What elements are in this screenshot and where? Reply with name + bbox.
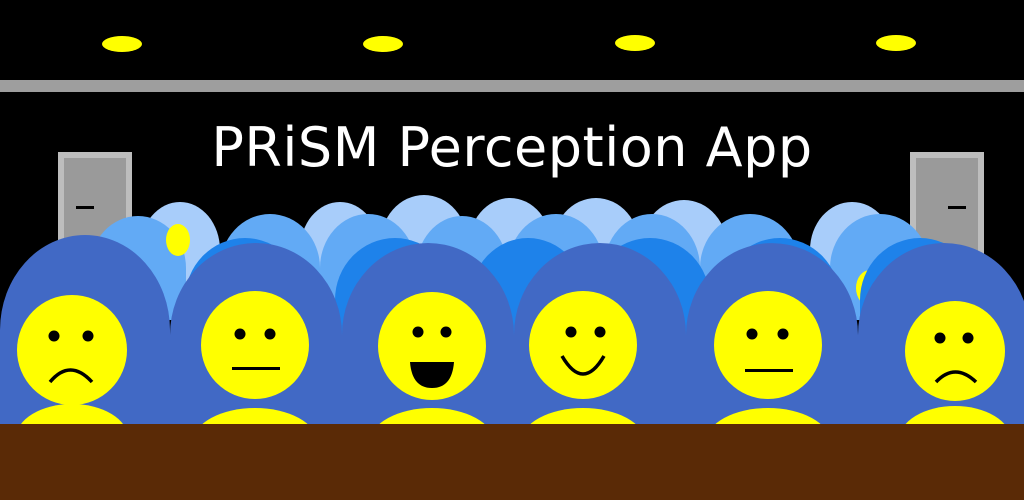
ceiling-strip xyxy=(0,80,1024,92)
ceiling-light xyxy=(363,36,403,52)
app-title: PRiSM Perception App xyxy=(211,116,813,179)
stage-floor xyxy=(0,424,1024,500)
ceiling-light xyxy=(615,35,655,51)
ceiling-lights xyxy=(102,35,916,52)
ceiling-light xyxy=(876,35,916,51)
ceiling-light xyxy=(102,36,142,52)
